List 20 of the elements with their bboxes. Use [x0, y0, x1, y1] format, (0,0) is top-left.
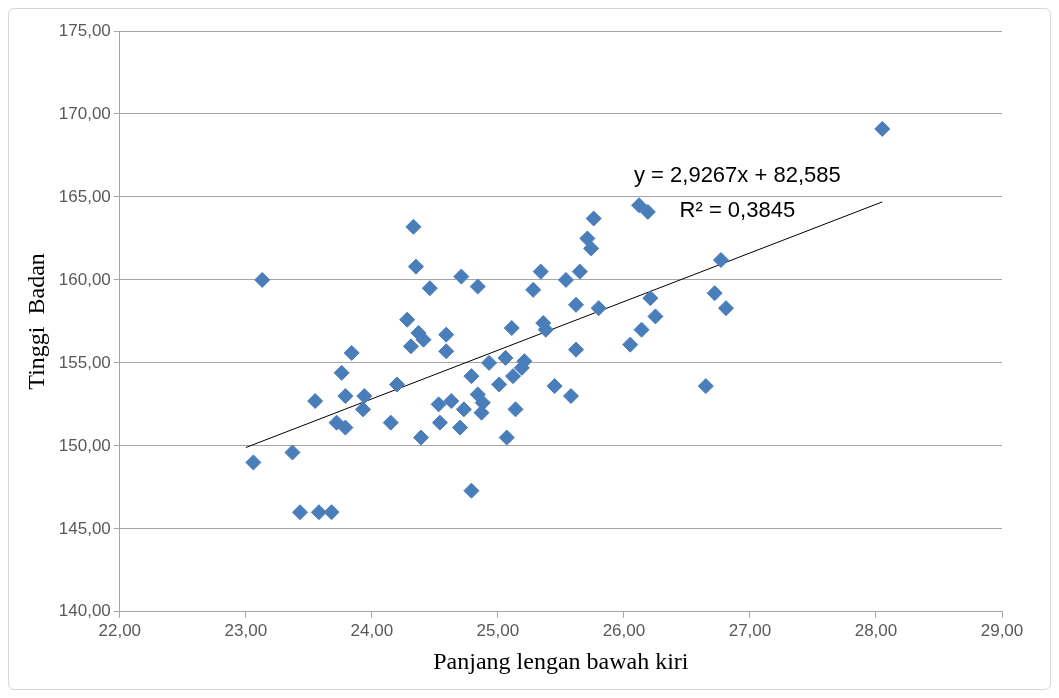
y-tick-label: 145,00 — [58, 518, 111, 538]
x-tick-label: 24,00 — [350, 620, 394, 640]
x-tick-label: 22,00 — [98, 620, 142, 640]
x-tick-label: 25,00 — [476, 620, 520, 640]
y-tick-label: 175,00 — [58, 20, 111, 40]
y-axis-title: Tinggi Badan — [22, 253, 49, 390]
x-axis-title: Panjang lengan bawah kiri — [433, 647, 689, 674]
annotation: R² = 0,3845 — [679, 197, 796, 223]
x-tick-label: 29,00 — [980, 620, 1024, 640]
y-tick-label: 170,00 — [58, 103, 111, 123]
y-tick-label: 160,00 — [58, 269, 111, 289]
y-tick-label: 150,00 — [58, 435, 111, 455]
y-tick-label: 165,00 — [58, 186, 111, 206]
y-tick-label: 140,00 — [58, 601, 111, 621]
x-tick-label: 28,00 — [854, 620, 898, 640]
y-tick-label: 155,00 — [58, 352, 111, 372]
x-tick-label: 26,00 — [602, 620, 646, 640]
x-tick-label: 27,00 — [728, 620, 772, 640]
x-tick-label: 23,00 — [224, 620, 268, 640]
annotation: y = 2,9267x + 82,585 — [633, 162, 841, 188]
